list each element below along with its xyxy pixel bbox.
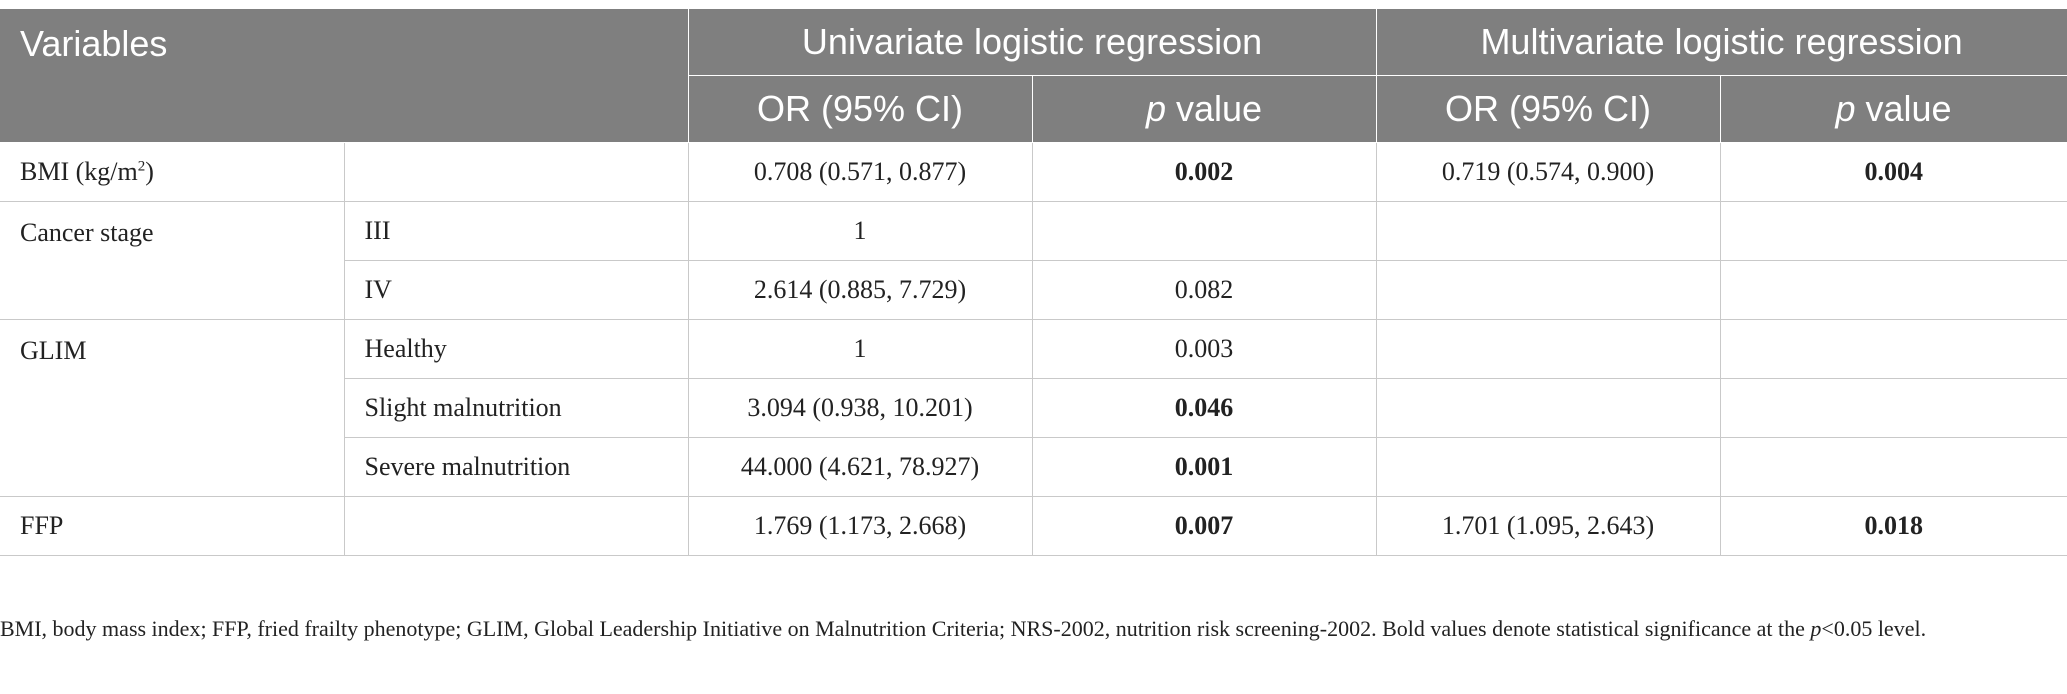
table-row: IV 2.614 (0.885, 7.729) 0.082 bbox=[0, 260, 2067, 320]
uni-p-cell: 0.003 bbox=[1031, 319, 1377, 379]
uni-p-cell: 0.046 bbox=[1031, 378, 1377, 438]
table-row: Cancer stage III 1 bbox=[0, 201, 2067, 320]
uni-or-cell: 1 bbox=[687, 319, 1033, 379]
multi-or-cell: 1.701 (1.095, 2.643) bbox=[1375, 496, 1721, 556]
row-sublabel: Slight malnutrition bbox=[344, 378, 689, 438]
table-row: FFP 1.769 (1.173, 2.668) 0.007 1.701 (1.… bbox=[0, 496, 2067, 556]
header-multi-p: p value bbox=[1719, 75, 2067, 143]
row-label-bmi: BMI (kg/m2) bbox=[0, 142, 345, 202]
row-label-ffp: FFP bbox=[0, 496, 345, 556]
multi-p-cell bbox=[1719, 437, 2067, 497]
uni-or-cell: 2.614 (0.885, 7.729) bbox=[687, 260, 1033, 320]
uni-or-cell: 1.769 (1.173, 2.668) bbox=[687, 496, 1033, 556]
table-row: GLIM Healthy 1 0.003 bbox=[0, 319, 2067, 497]
multi-p-cell bbox=[1719, 201, 2067, 261]
table-footnote: BMI, body mass index; FFP, fried frailty… bbox=[0, 616, 1927, 641]
uni-or-cell: 0.708 (0.571, 0.877) bbox=[687, 142, 1033, 202]
table-row: Severe malnutrition 44.000 (4.621, 78.92… bbox=[0, 437, 2067, 497]
uni-p-cell: 0.007 bbox=[1031, 496, 1377, 556]
multi-or-cell bbox=[1375, 260, 1721, 320]
multi-or-cell bbox=[1375, 378, 1721, 438]
row-sublabel: IV bbox=[344, 260, 689, 320]
uni-or-cell: 3.094 (0.938, 10.201) bbox=[687, 378, 1033, 438]
regression-table: Variables Univariate logistic regression… bbox=[0, 9, 2067, 556]
header-uni-p: p value bbox=[1031, 75, 1377, 143]
table-row: BMI (kg/m2) 0.708 (0.571, 0.877) 0.002 0… bbox=[0, 142, 2067, 202]
multi-p-cell bbox=[1719, 378, 2067, 438]
multi-or-cell bbox=[1375, 319, 1721, 379]
row-sublabel: Healthy bbox=[343, 319, 689, 379]
uni-p-cell: 0.002 bbox=[1031, 142, 1377, 202]
uni-p-cell bbox=[1031, 201, 1377, 261]
row-sublabel: III bbox=[343, 201, 689, 261]
multi-or-cell: 0.719 (0.574, 0.900) bbox=[1375, 142, 1721, 202]
multi-p-cell: 0.018 bbox=[1719, 496, 2067, 556]
uni-p-cell: 0.082 bbox=[1031, 260, 1377, 320]
multi-p-cell: 0.004 bbox=[1719, 142, 2067, 202]
header-variables: Variables bbox=[0, 9, 689, 143]
uni-or-cell: 44.000 (4.621, 78.927) bbox=[687, 437, 1033, 497]
header-multi-or: OR (95% CI) bbox=[1375, 75, 1721, 143]
multi-or-cell bbox=[1375, 437, 1721, 497]
row-sublabel bbox=[343, 142, 689, 202]
multi-p-cell bbox=[1719, 260, 2067, 320]
header-univariate: Univariate logistic regression bbox=[687, 9, 1377, 76]
uni-or-cell: 1 bbox=[687, 201, 1033, 261]
multi-or-cell bbox=[1375, 201, 1721, 261]
row-sublabel bbox=[343, 496, 689, 556]
row-label-glim: GLIM bbox=[0, 319, 345, 497]
row-sublabel: Severe malnutrition bbox=[344, 437, 689, 497]
multi-p-cell bbox=[1719, 319, 2067, 379]
row-label-cancer-stage: Cancer stage bbox=[0, 201, 345, 320]
uni-p-cell: 0.001 bbox=[1031, 437, 1377, 497]
header-multivariate: Multivariate logistic regression bbox=[1375, 9, 2067, 76]
header-uni-or: OR (95% CI) bbox=[688, 75, 1033, 143]
